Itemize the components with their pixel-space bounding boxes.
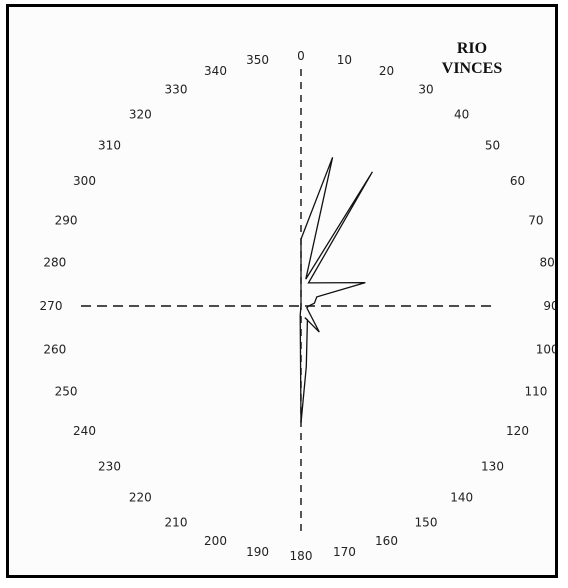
angle-label-20: 20 [379, 64, 394, 78]
angle-label-270: 270 [40, 299, 63, 313]
axes-layer [81, 69, 491, 535]
angle-label-40: 40 [454, 108, 469, 122]
angle-label-130: 130 [481, 460, 504, 474]
angle-label-0: 0 [297, 49, 305, 63]
chart-frame: 0 10 20 30 40 50 60 70 80 90 100 110 120 130 140 150 160… [6, 4, 558, 578]
angle-label-90: 90 [543, 299, 555, 313]
angle-label-100: 100 [536, 342, 555, 356]
angle-label-330: 330 [165, 83, 188, 97]
angle-label-290: 290 [55, 214, 78, 228]
angle-label-170: 170 [333, 545, 356, 559]
angle-label-310: 310 [98, 138, 121, 152]
angle-label-190: 190 [246, 545, 269, 559]
rose-diagram: 0 10 20 30 40 50 60 70 80 90 100 110 120 130 140 150 160… [40, 40, 555, 563]
angle-label-280: 280 [43, 256, 66, 270]
angle-label-260: 260 [43, 342, 66, 356]
angle-label-180: 180 [290, 549, 313, 563]
angle-labels-layer: 0 10 20 30 40 50 60 70 80 90 100 110 120 130 140 150 160… [40, 49, 555, 563]
angle-label-30: 30 [418, 83, 433, 97]
angle-label-150: 150 [415, 516, 438, 530]
angle-label-80: 80 [540, 256, 555, 270]
title-line-2: VINCES [442, 60, 503, 77]
angle-label-340: 340 [204, 64, 227, 78]
angle-label-250: 250 [55, 385, 78, 399]
angle-label-140: 140 [450, 491, 473, 505]
angle-label-230: 230 [98, 460, 121, 474]
angle-label-220: 220 [129, 491, 152, 505]
chart-title: RIO VINCES [442, 40, 503, 77]
angle-label-110: 110 [524, 385, 547, 399]
angle-label-210: 210 [165, 516, 188, 530]
angle-label-70: 70 [528, 214, 543, 228]
rose-outline [299, 157, 373, 424]
angle-label-10: 10 [337, 53, 352, 67]
angle-label-120: 120 [506, 424, 529, 438]
angle-label-240: 240 [73, 424, 96, 438]
angle-label-50: 50 [485, 138, 500, 152]
angle-label-300: 300 [73, 174, 96, 188]
angle-label-60: 60 [510, 174, 525, 188]
title-line-1: RIO [457, 40, 487, 57]
angle-label-350: 350 [246, 53, 269, 67]
angle-label-160: 160 [375, 534, 398, 548]
angle-label-320: 320 [129, 108, 152, 122]
angle-label-200: 200 [204, 534, 227, 548]
